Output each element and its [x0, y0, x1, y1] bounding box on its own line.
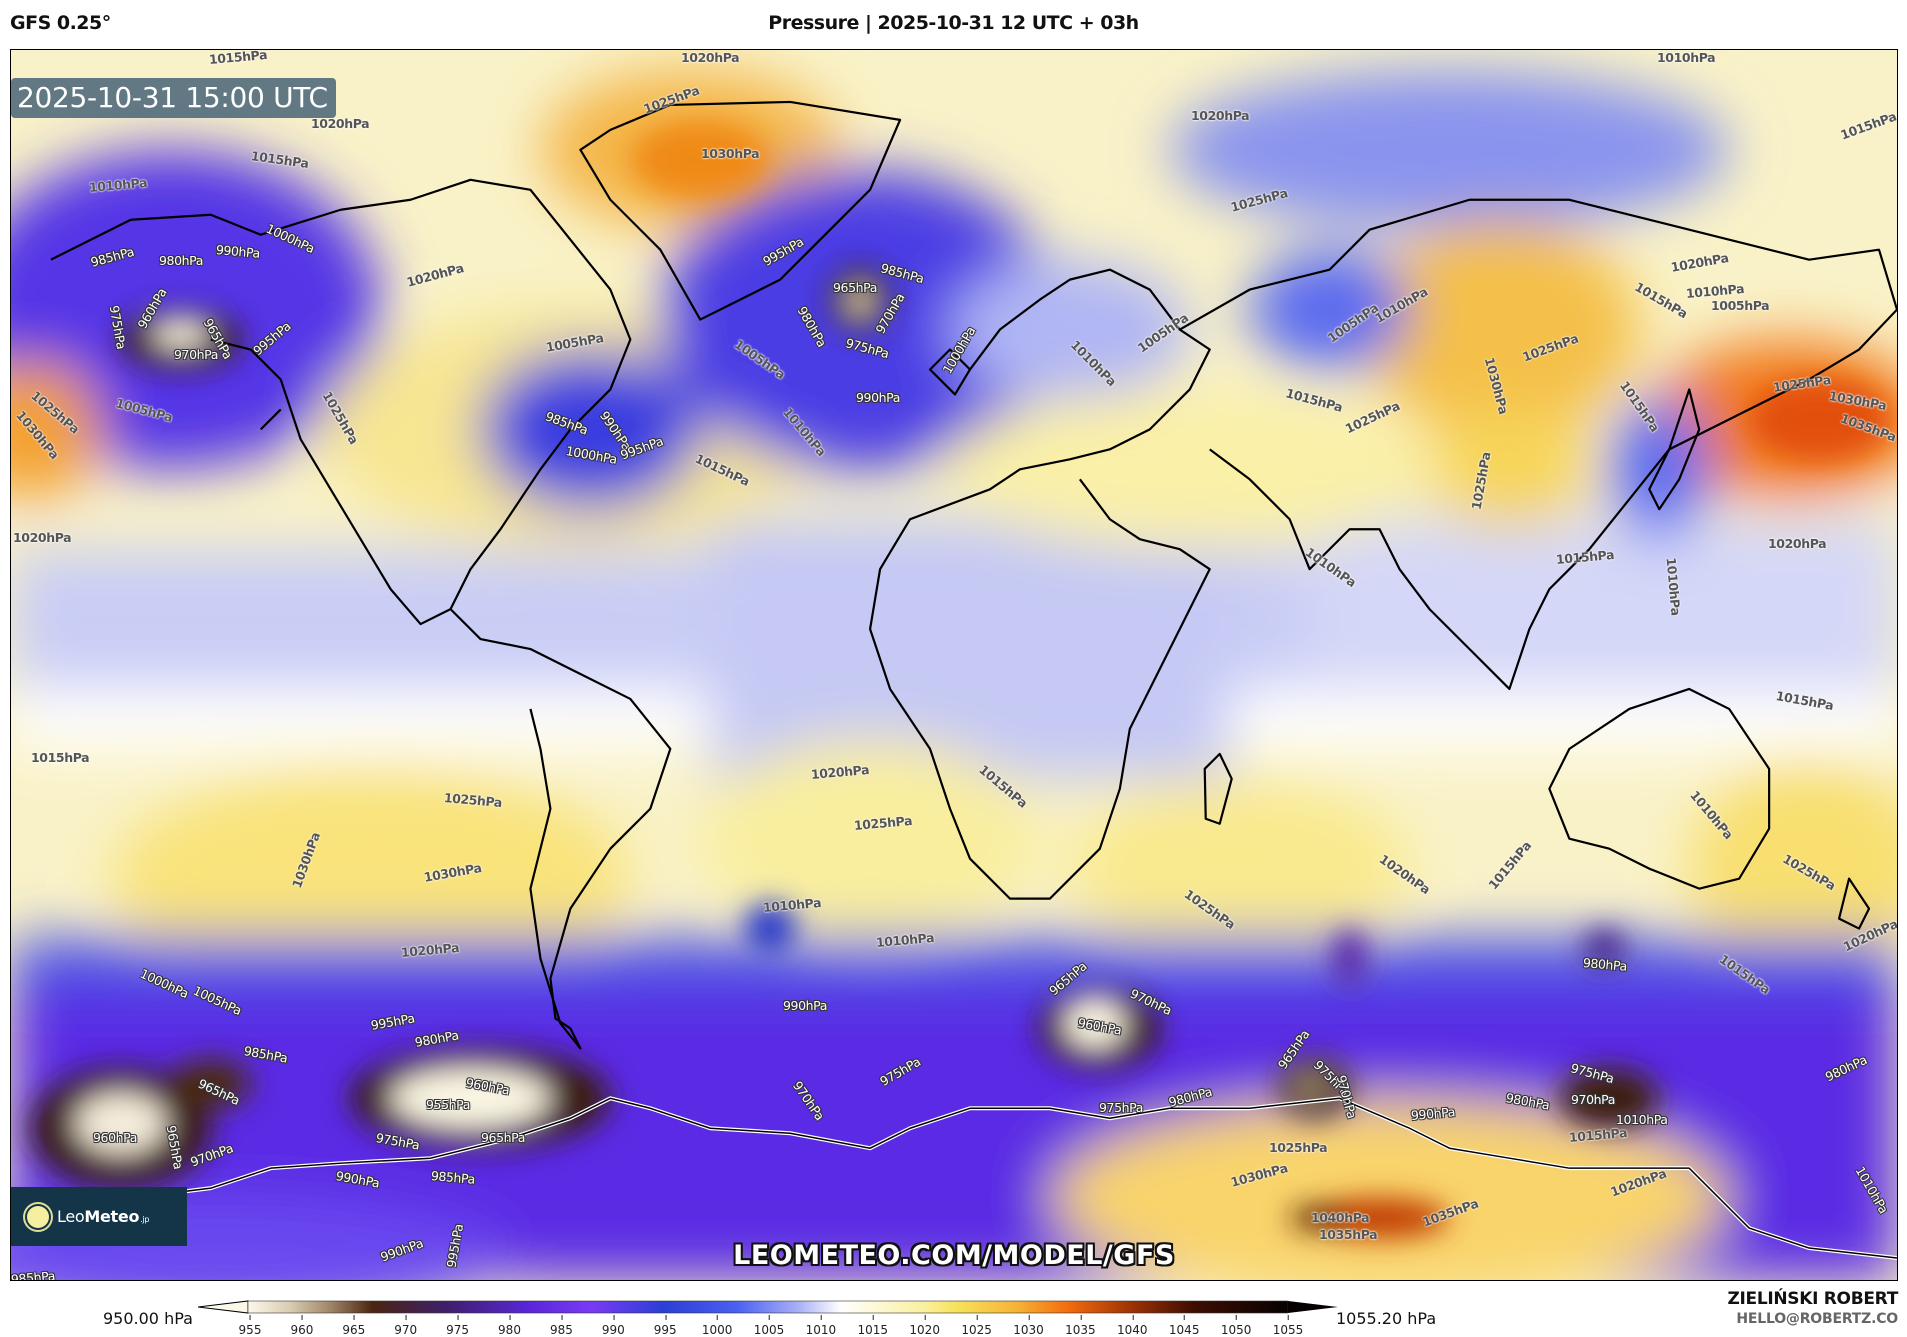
isobar-label: 965hPa	[833, 280, 878, 295]
pressure-map: 1015hPa 1020hPa 1010hPa 1020hPa 1025hPa 1030h…	[10, 49, 1898, 1281]
colorbar-tick: 1005	[754, 1315, 784, 1337]
leometeo-logo[interactable]: LeoMeteo.jp	[11, 1187, 187, 1246]
isobar-label: 1040hPa	[1311, 1210, 1370, 1225]
colorbar-tick: 1010	[806, 1315, 836, 1337]
colorbar-tick: 955	[239, 1315, 261, 1337]
colorbar-tick: 1025	[961, 1315, 992, 1337]
isobar-label: 990hPa	[783, 998, 828, 1013]
author-name: ZIELIŃSKI ROBERT	[1727, 1289, 1898, 1309]
isobar-label: 960hPa	[93, 1130, 138, 1145]
isobar-label: 1015hPa	[31, 750, 90, 765]
colorbar: 950.00 hPa 955 960 965 970 975 980 985 990 995 10…	[0, 1296, 1907, 1337]
isobar-label: 1010hPa	[1616, 1112, 1668, 1127]
isobar-label: 1010hPa	[1657, 50, 1716, 65]
colorbar-tick: 1015	[858, 1315, 888, 1337]
colorbar-tick: 1000	[702, 1315, 732, 1337]
isobar-label: 1020hPa	[311, 116, 370, 131]
colorbar-max-label: 1055.20 hPa	[1336, 1309, 1437, 1328]
isobar-label: 975hPa	[1099, 1100, 1144, 1115]
colorbar-tick: 985	[550, 1315, 573, 1337]
credit: ZIELIŃSKI ROBERT HELLO@ROBERTZ.CO	[1727, 1289, 1898, 1327]
isobar-label: 955hPa	[426, 1097, 471, 1112]
isobar-label: 1035hPa	[1319, 1227, 1378, 1242]
colorbar-min-label: 950.00 hPa	[103, 1309, 193, 1328]
logo-text: LeoMeteo.jp	[57, 1207, 150, 1226]
colorbar-tick: 995	[654, 1315, 677, 1337]
coastlines	[11, 100, 1897, 1261]
valid-time-badge: 2025-10-31 15:00 UTC	[11, 78, 336, 118]
colorbar-tick: 1040	[1117, 1315, 1148, 1337]
isobar-label: 1025hPa	[1269, 1140, 1328, 1155]
colorbar-gradient	[198, 1300, 1338, 1314]
watermark-url: LEOMETEO.COM/MODEL/GFS	[733, 1240, 1175, 1271]
author-email[interactable]: HELLO@ROBERTZ.CO	[1736, 1311, 1898, 1327]
colorbar-tick: 980	[498, 1315, 521, 1337]
colorbar-tick: 1035	[1065, 1315, 1096, 1337]
colorbar-tick: 975	[446, 1315, 469, 1337]
colorbar-tick: 990	[602, 1315, 625, 1337]
isobar-label: 1020hPa	[681, 50, 740, 65]
isobar-label: 1020hPa	[1768, 536, 1827, 551]
pressure-field	[11, 50, 1897, 1280]
model-name: GFS 0.25°	[10, 12, 111, 34]
isobar-label: 1005hPa	[1711, 298, 1770, 313]
colorbar-tick: 1030	[1013, 1315, 1044, 1337]
colorbar-tick: 970	[394, 1315, 417, 1337]
colorbar-tick: 1050	[1221, 1315, 1251, 1337]
colorbar-ticks: 955 960 965 970 975 980 985 990 995 1000 1005 1010 1…	[0, 1315, 1907, 1337]
isobar-label: 1030hPa	[701, 146, 760, 161]
colorbar-tick: 1055	[1273, 1315, 1303, 1337]
isobar-label: 990hPa	[856, 390, 901, 405]
colorbar-tick: 960	[290, 1315, 313, 1337]
isobar-label: 965hPa	[481, 1130, 526, 1145]
colorbar-tick: 1045	[1169, 1315, 1199, 1337]
isobar-label: 970hPa	[1571, 1092, 1616, 1107]
isobar-label: 980hPa	[159, 253, 204, 268]
colorbar-tick: 965	[342, 1315, 365, 1337]
isobar-label: 970hPa	[174, 347, 219, 362]
colorbar-tick: 1020	[909, 1315, 940, 1337]
sun-icon	[27, 1205, 49, 1228]
chart-title: Pressure | 2025-10-31 12 UTC + 03h	[768, 12, 1139, 34]
isobar-label: 1020hPa	[13, 530, 72, 545]
isobar-label: 1020hPa	[1191, 108, 1250, 123]
